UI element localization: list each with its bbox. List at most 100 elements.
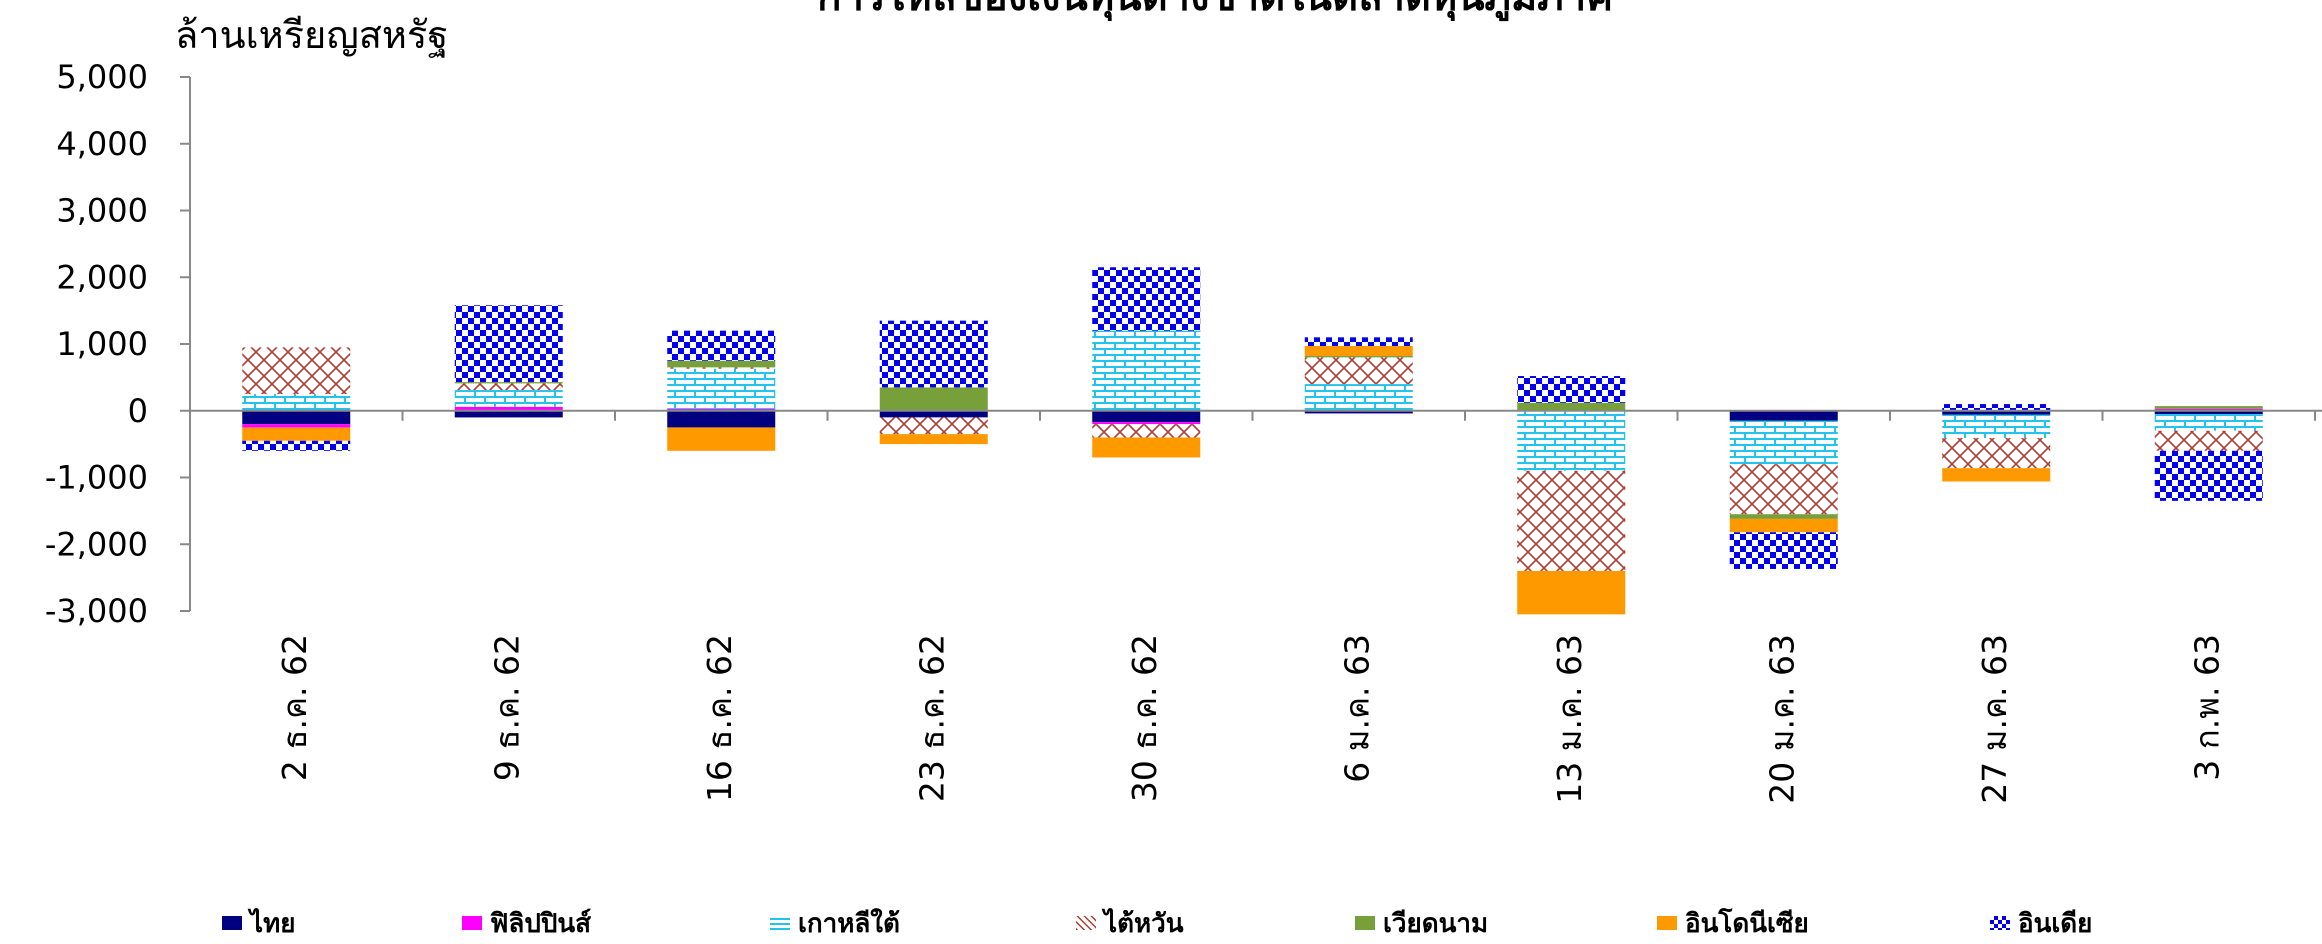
- y-axis: 5,000 4,000 3,000 2,000 1,000 0 -1,000 -2,000 -3…: [45, 58, 148, 630]
- bar-segment: [1517, 410, 1626, 471]
- y-tick-label: 1,000: [56, 325, 148, 363]
- bar-segment: [1304, 357, 1413, 385]
- legend-label: เวียดนาม: [1383, 908, 1489, 939]
- bar-segment: [1942, 410, 2051, 415]
- legend-swatch: [1657, 916, 1677, 930]
- bar-segment: [879, 410, 988, 418]
- bar-segment: [1729, 514, 1838, 519]
- x-tick-label: 3 ก.พ. 63: [2187, 634, 2226, 781]
- bar-segment: [1092, 424, 1201, 438]
- y-tick-label: 4,000: [56, 125, 148, 163]
- bar-segment: [1304, 356, 1413, 358]
- bar-segment: [1092, 437, 1201, 458]
- bar-segment: [2154, 406, 2263, 409]
- bar-segment: [1304, 410, 1413, 414]
- bar-segment: [1942, 414, 2051, 439]
- bar-segment: [242, 440, 351, 451]
- bar-segment: [1304, 384, 1413, 411]
- x-axis: 2 ธ.ค. 62 9 ธ.ค. 62 16 ธ.ค. 62 23 ธ.ค. 62 30…: [275, 634, 2227, 804]
- bar-segment: [667, 368, 776, 409]
- legend-swatch: [462, 916, 482, 930]
- bar-segment: [1304, 337, 1413, 347]
- bar-segment: [242, 410, 351, 425]
- y-axis-label: ล้านเหรียญสหรัฐ: [175, 13, 448, 58]
- legend-label: ฟิลิปปินส์: [490, 908, 591, 939]
- legend-item: เกาหลีใต้: [770, 904, 900, 942]
- legend-label: เกาหลีใต้: [798, 908, 900, 939]
- legend-item: เวียดนาม: [1355, 904, 1488, 942]
- legend-swatch: [1355, 916, 1375, 930]
- x-tick-label: 30 ธ.ค. 62: [1125, 634, 1164, 802]
- y-tick-label: 0: [128, 392, 148, 430]
- bar-segment: [2154, 450, 2263, 501]
- x-tick-label: 13 ม.ค. 63: [1550, 634, 1589, 804]
- bar-segment: [667, 427, 776, 451]
- x-tick-label: 20 ม.ค. 63: [1762, 634, 1801, 804]
- bar-segment: [2154, 430, 2263, 451]
- legend-item: ไทย: [222, 904, 295, 942]
- bar-segment: [1729, 464, 1838, 515]
- legend-item: ฟิลิปปินส์: [462, 904, 591, 942]
- y-tick-label: 2,000: [56, 258, 148, 296]
- bar-segment: [454, 383, 563, 391]
- bar-segment: [454, 305, 563, 383]
- bar-segment: [454, 382, 563, 384]
- bar-segment: [1092, 410, 1201, 423]
- bar-segment: [1092, 422, 1201, 425]
- bar-segment: [1517, 570, 1626, 615]
- legend-label: ไทย: [250, 908, 296, 939]
- legend-item: อินเดีย: [1990, 904, 2092, 942]
- bar-segment: [1092, 330, 1201, 411]
- bar-segment: [242, 347, 351, 395]
- bar-segment: [879, 320, 988, 388]
- x-tick-label: 27 ม.ค. 63: [1975, 634, 2014, 804]
- bar-segment: [667, 360, 776, 368]
- bar-segment: [667, 330, 776, 361]
- bar-segment: [454, 390, 563, 407]
- bar-segment: [667, 410, 776, 428]
- bar-segment: [1517, 402, 1626, 411]
- bar-segment: [879, 434, 988, 445]
- legend-label: อินเดีย: [2018, 908, 2093, 939]
- legend-item: ไต้หวัน: [1076, 904, 1183, 942]
- bar-segment: [242, 424, 351, 428]
- x-tick-label: 9 ธ.ค. 62: [487, 634, 526, 781]
- bar-segment: [2154, 410, 2263, 415]
- x-tick-label: 23 ธ.ค. 62: [912, 634, 951, 802]
- legend-item: อินโดนีเซีย: [1657, 904, 1809, 942]
- bar-segment: [667, 367, 776, 369]
- legend-swatch: [1076, 916, 1096, 930]
- bar-segment: [1304, 346, 1413, 357]
- bar-segment: [1729, 518, 1838, 533]
- legend-swatch: [222, 916, 242, 930]
- bar-segment: [242, 427, 351, 441]
- bar-segment: [1517, 376, 1626, 403]
- legend-label: อินโดนีเซีย: [1685, 908, 1809, 939]
- bar-segment: [1942, 468, 2051, 482]
- y-tick-label: -1,000: [45, 459, 148, 497]
- x-tick-label: 16 ธ.ค. 62: [700, 634, 739, 802]
- x-tick-label: 2 ธ.ค. 62: [275, 634, 314, 781]
- bar-segment: [667, 408, 776, 411]
- axes: [180, 76, 2322, 612]
- bar-segment: [1942, 438, 2051, 469]
- legend-label: ไต้หวัน: [1104, 908, 1184, 939]
- bars: [242, 267, 2263, 615]
- bar-segment: [1517, 470, 1626, 571]
- bar-segment: [2154, 408, 2263, 411]
- bar-segment: [2154, 414, 2263, 431]
- bar-segment: [1942, 404, 2051, 411]
- bar-segment: [1729, 410, 1838, 421]
- legend-swatch: [1990, 916, 2010, 930]
- y-tick-label: -2,000: [45, 525, 148, 563]
- bar-segment: [879, 387, 988, 411]
- bar-segment: [454, 406, 563, 411]
- y-tick-label: 3,000: [56, 192, 148, 230]
- bar-segment: [242, 394, 351, 411]
- bar-segment: [1092, 267, 1201, 331]
- x-tick-label: 6 ม.ค. 63: [1337, 634, 1376, 783]
- legend: ไทย ฟิลิปปินส์ เกาหลีใต้ ไต้หวัน เวียดนาม อิน…: [0, 904, 2322, 942]
- legend-swatch: [770, 916, 790, 930]
- chart-title: การไหลของเงินทุนต่างชาติในตลาดหุ้นภูมิภา…: [817, 0, 1613, 22]
